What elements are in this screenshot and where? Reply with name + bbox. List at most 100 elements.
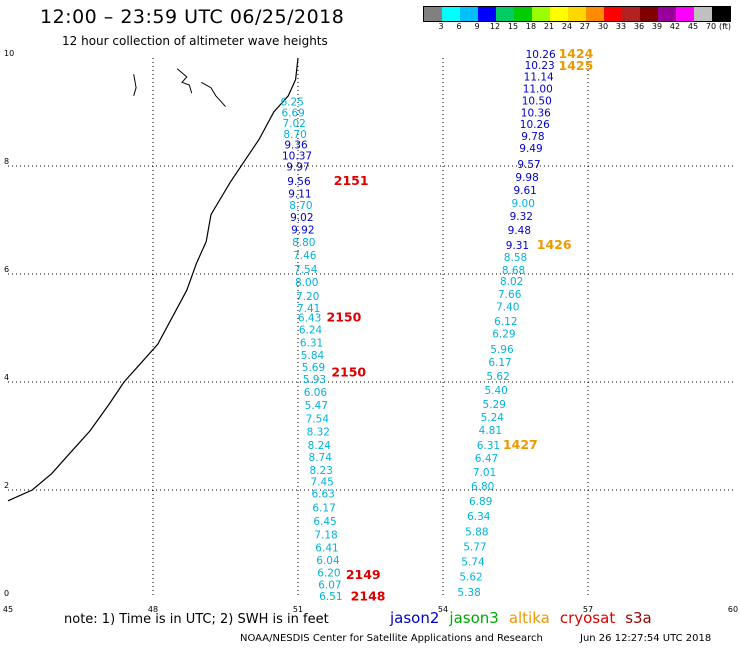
swh-value: 7.01 [473, 467, 496, 479]
x-tick-label: 48 [148, 605, 158, 614]
scale-unit: (ft) [718, 22, 732, 31]
swh-value: 9.97 [286, 161, 309, 173]
swh-value: 8.70 [283, 129, 306, 141]
swh-value: 5.38 [457, 587, 480, 599]
swh-value: 7.45 [310, 477, 333, 489]
swh-value: 7.02 [282, 118, 305, 130]
swh-value: 5.88 [465, 526, 488, 538]
swh-value: 6.51 [319, 591, 342, 603]
pass-time-label: 1425 [559, 58, 594, 73]
swh-value: 6.17 [488, 357, 511, 369]
swh-value: 8.58 [504, 252, 527, 264]
swh-value: 6.47 [475, 453, 498, 465]
swh-value: 6.31 [477, 440, 500, 452]
coastline [7, 57, 299, 502]
swh-value: 6.34 [467, 511, 491, 523]
swh-value: 5.40 [484, 385, 507, 397]
swh-value: 10.26 [520, 119, 550, 131]
swh-value: 10.37 [282, 151, 312, 163]
swh-value: 8.68 [502, 265, 525, 277]
island-outline [176, 68, 193, 94]
swh-value: 6.04 [316, 555, 340, 567]
swh-value: 5.62 [486, 371, 509, 383]
x-tick-label: 60 [728, 605, 738, 614]
swh-value: 5.74 [461, 557, 485, 569]
swh-value: 9.92 [291, 225, 314, 237]
swh-value: 6.07 [318, 579, 341, 591]
scale-label: 24 [561, 22, 573, 31]
scale-label: 30 [597, 22, 609, 31]
legend-s3a: s3a [625, 609, 652, 627]
scale-swatch [658, 7, 676, 21]
scale-swatch [586, 7, 604, 21]
x-tick-label: 45 [3, 605, 13, 614]
x-tick-label: 57 [583, 605, 593, 614]
pass-time-label: 1426 [537, 237, 572, 252]
legend-cryosat: cryosat [559, 609, 616, 627]
y-tick-label: 2 [4, 481, 9, 490]
swh-value: 6.12 [494, 316, 517, 328]
footer-credit: NOAA/NESDIS Center for Satellite Applica… [240, 633, 543, 644]
swh-value: 8.32 [307, 426, 330, 438]
x-tick-label: 54 [438, 605, 448, 614]
pass-time-label: 2150 [327, 310, 362, 325]
swh-value: 6.43 [298, 313, 321, 325]
color-scale [423, 6, 731, 22]
island-outline [133, 74, 137, 96]
scale-swatch [496, 7, 514, 21]
swh-value: 7.54 [306, 414, 330, 426]
scale-label: 27 [579, 22, 591, 31]
footer-timestamp: Jun 26 12:27:54 UTC 2018 [580, 633, 712, 644]
y-tick-label: 4 [4, 373, 9, 382]
swh-value: 9.56 [287, 176, 311, 188]
swh-value: 4.81 [479, 425, 502, 437]
swh-value: 10.26 [526, 49, 556, 61]
scale-label: 18 [525, 22, 537, 31]
swh-value: 9.57 [517, 159, 540, 171]
scale-swatch [550, 7, 568, 21]
swh-value: 8.23 [310, 465, 333, 477]
swh-value: 9.32 [510, 211, 533, 223]
swh-value: 5.96 [490, 344, 514, 356]
legend-note: note: 1) Time is in UTC; 2) SWH is in fe… [64, 612, 329, 627]
scale-label: 70 [705, 22, 717, 31]
scale-swatch [478, 7, 496, 21]
swh-value: 11.14 [524, 72, 554, 84]
island-outline [201, 81, 226, 107]
swh-value: 5.62 [459, 572, 482, 584]
swh-value: 9.48 [508, 225, 531, 237]
scale-swatch [424, 7, 442, 21]
swh-value: 8.00 [295, 277, 318, 289]
x-tick-label: 51 [293, 605, 303, 614]
scale-swatch [460, 7, 478, 21]
scale-label: 39 [651, 22, 663, 31]
swh-value: 5.47 [305, 400, 328, 412]
swh-value: 5.93 [303, 374, 326, 386]
swh-value: 9.98 [515, 172, 538, 184]
pass-time-label: 2148 [351, 589, 386, 604]
swh-value: 6.17 [312, 503, 335, 515]
swh-value: 6.20 [317, 567, 340, 579]
swh-value: 7.46 [293, 250, 317, 262]
scale-label: 15 [507, 22, 519, 31]
swh-value: 9.02 [290, 212, 313, 224]
swh-value: 6.29 [492, 329, 515, 341]
swh-value: 6.31 [300, 337, 323, 349]
scale-swatch [622, 7, 640, 21]
scale-label: 33 [615, 22, 627, 31]
swh-value: 7.40 [496, 302, 519, 314]
pass-time-label: 1427 [503, 437, 538, 452]
scale-swatch [568, 7, 586, 21]
swh-value: 7.66 [498, 289, 522, 301]
swh-value: 9.11 [288, 188, 311, 200]
swh-value: 9.78 [521, 131, 544, 143]
scale-swatch [442, 7, 460, 21]
swh-value: 8.74 [309, 452, 333, 464]
swh-value: 6.80 [471, 481, 494, 493]
swh-value: 6.69 [281, 107, 304, 119]
scale-label: 12 [489, 22, 501, 31]
swh-value: 8.70 [289, 200, 312, 212]
scale-label: 9 [474, 22, 480, 31]
scale-label: 21 [543, 22, 555, 31]
